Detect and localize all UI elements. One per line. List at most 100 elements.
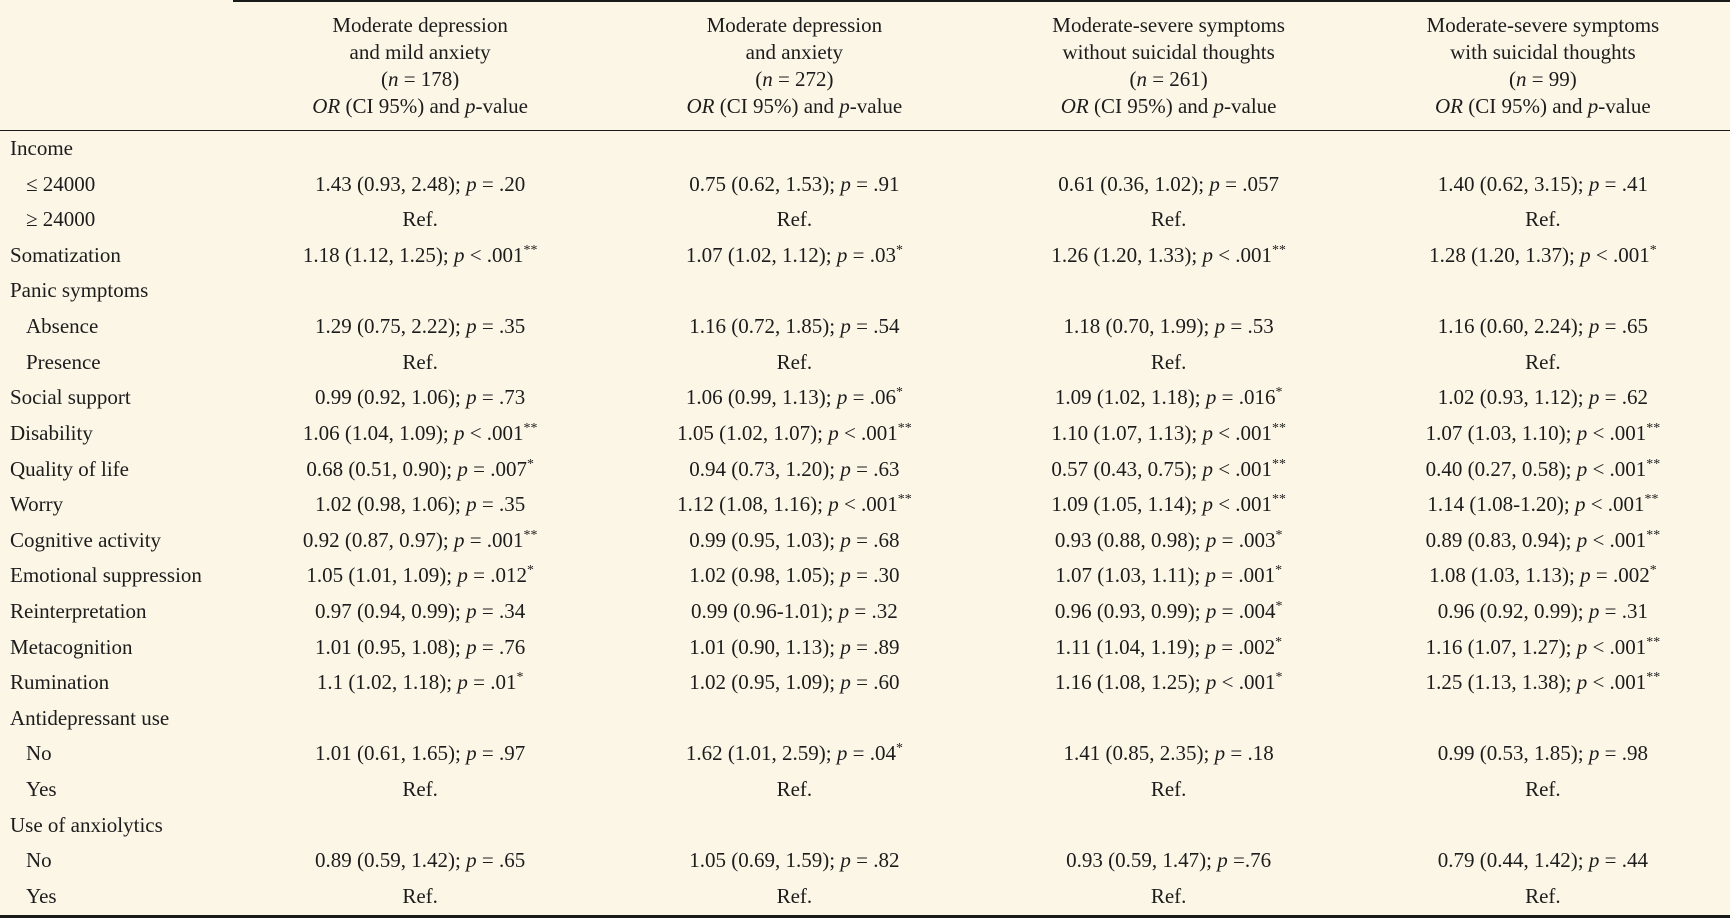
or-ci-p-cell: 1.16 (1.07, 1.27); p < .001** <box>1425 633 1661 659</box>
table-row: Reinterpretation 0.97 (0.94, 0.99); p = .… <box>0 594 1730 630</box>
row-label: Social support <box>10 385 131 410</box>
section-row: Panic symptoms <box>0 273 1730 309</box>
row-label: Income <box>10 135 73 160</box>
or-ci-p-cell: 1.43 (0.93, 2.48); p = .20 <box>315 171 526 196</box>
or-ci-p-cell: 1.18 (0.70, 1.99); p = .53 <box>1063 314 1274 339</box>
header-row: Moderate depression and mild anxiety (n = … <box>0 0 1730 131</box>
or-ci-p-cell: 0.68 (0.51, 0.90); p = .007* <box>306 455 534 481</box>
table-row: Worry 1.02 (0.98, 1.06); p = .35 1.12 (1.0… <box>0 487 1730 523</box>
row-label: Somatization <box>10 242 121 267</box>
or-ci-p-cell <box>233 130 607 166</box>
row-label: ≤ 24000 <box>26 171 96 196</box>
or-ci-p-cell: 1.62 (1.01, 2.59); p = .04* <box>685 740 903 766</box>
or-ci-p-cell: 1.07 (1.02, 1.12); p = .03* <box>685 241 903 267</box>
or-ci-p-cell: 1.26 (1.20, 1.33); p < .001** <box>1051 241 1286 267</box>
row-label: Disability <box>10 420 93 445</box>
row-label: Antidepressant use <box>10 705 170 730</box>
table-row: Somatization 1.18 (1.12, 1.25); p < .001*… <box>0 238 1730 274</box>
or-ci-p-cell: 0.99 (0.92, 1.06); p = .73 <box>315 385 526 410</box>
or-ci-p-cell: Ref. <box>607 878 982 918</box>
column-header: Moderate depression and anxiety (n = 272) O… <box>607 0 982 131</box>
or-ci-p-cell: Ref. <box>1150 349 1187 374</box>
or-ci-p-cell: 1.40 (0.62, 3.15); p = .41 <box>1437 171 1648 196</box>
or-ci-p-cell: 0.75 (0.62, 1.53); p = .91 <box>689 171 900 196</box>
row-label: Use of anxiolytics <box>10 812 163 837</box>
or-ci-p-cell: 0.93 (0.59, 1.47); p =.76 <box>1066 848 1272 873</box>
or-ci-p-cell: 0.94 (0.73, 1.20); p = .63 <box>689 456 900 481</box>
table-row: Metacognition 1.01 (0.95, 1.08); p = .76 1… <box>0 629 1730 665</box>
or-ci-p-cell: 0.57 (0.43, 0.75); p < .001** <box>1051 455 1286 481</box>
or-ci-p-cell <box>1356 700 1730 736</box>
row-label: Rumination <box>10 670 110 695</box>
column-header: Moderate-severe symptoms with suicidal th… <box>1355 0 1730 131</box>
or-ci-p-cell <box>233 273 607 309</box>
or-ci-p-cell <box>607 700 981 736</box>
or-ci-p-cell: 1.01 (0.90, 1.13); p = .89 <box>689 634 900 659</box>
or-ci-p-cell: 0.99 (0.95, 1.03); p = .68 <box>689 527 900 552</box>
or-ci-p-cell: 0.89 (0.59, 1.42); p = .65 <box>315 848 526 873</box>
or-ci-p-cell: 1.18 (1.12, 1.25); p < .001** <box>302 241 538 267</box>
table-row: Presence Ref. Ref. Ref. Ref. <box>0 344 1730 380</box>
row-label: Quality of life <box>10 456 129 481</box>
row-label: No <box>26 741 52 766</box>
or-ci-p-cell: 1.11 (1.04, 1.19); p = .002* <box>1055 633 1283 659</box>
table-row: Yes Ref. Ref. Ref. Ref. <box>0 878 1730 918</box>
row-label: Presence <box>26 349 101 374</box>
or-ci-p-cell: 1.08 (1.03, 1.13); p = .002* <box>1429 562 1657 588</box>
or-ci-p-cell: 1.05 (1.01, 1.09); p = .012* <box>306 562 534 588</box>
or-ci-p-cell: 1.09 (1.02, 1.18); p = .016* <box>1054 384 1283 410</box>
or-ci-p-cell: 0.96 (0.92, 0.99); p = .31 <box>1437 598 1648 623</box>
or-ci-p-cell: 0.79 (0.44, 1.42); p = .44 <box>1437 848 1648 873</box>
row-label: ≥ 24000 <box>26 207 96 232</box>
or-ci-p-cell: 1.05 (0.69, 1.59); p = .82 <box>689 848 900 873</box>
or-ci-p-cell: Ref. <box>1525 207 1561 232</box>
or-ci-p-cell: Ref. <box>402 349 438 374</box>
or-ci-p-cell: 1.1 (1.02, 1.18); p = .01* <box>316 669 524 695</box>
or-ci-p-cell: 0.89 (0.83, 0.94); p < .001** <box>1425 526 1661 552</box>
table-row: Quality of life 0.68 (0.51, 0.90); p = .0… <box>0 451 1730 487</box>
or-ci-p-cell: Ref. <box>402 207 438 232</box>
or-ci-p-cell <box>607 130 981 166</box>
row-label: Absence <box>26 314 99 339</box>
or-ci-p-cell: 1.07 (1.03, 1.11); p = .001* <box>1055 562 1283 588</box>
row-label: Reinterpretation <box>10 598 147 623</box>
or-ci-p-cell: 1.06 (0.99, 1.13); p = .06* <box>685 384 903 410</box>
or-ci-p-cell: Ref. <box>1150 207 1187 232</box>
or-ci-p-cell: Ref. <box>981 878 1356 918</box>
stub-header <box>0 1 233 131</box>
or-ci-p-cell: Ref. <box>1355 878 1730 918</box>
or-ci-p-cell: 1.02 (0.98, 1.06); p = .35 <box>315 492 526 517</box>
row-label: Yes <box>26 776 57 801</box>
or-ci-p-cell: 1.41 (0.85, 2.35); p = .18 <box>1063 741 1274 766</box>
or-ci-p-cell: 0.96 (0.93, 0.99); p = .004* <box>1054 597 1283 623</box>
or-ci-p-cell: Ref. <box>776 776 813 801</box>
table-row: Rumination 1.1 (1.02, 1.18); p = .01* 1.02… <box>0 665 1730 701</box>
or-ci-p-cell: 0.99 (0.96-1.01); p = .32 <box>691 598 898 623</box>
row-label: Cognitive activity <box>10 527 162 552</box>
or-ci-p-cell <box>1356 130 1730 166</box>
or-ci-p-cell: 1.25 (1.13, 1.38); p < .001** <box>1425 669 1661 695</box>
or-ci-p-cell: 1.02 (0.93, 1.12); p = .62 <box>1437 385 1648 410</box>
or-ci-p-cell: 0.40 (0.27, 0.58); p < .001** <box>1425 455 1661 481</box>
or-ci-p-cell <box>233 807 607 843</box>
section-row: Income <box>0 130 1730 166</box>
or-ci-p-cell: 1.12 (1.08, 1.16); p < .001** <box>677 491 912 517</box>
or-ci-p-cell: 0.97 (0.94, 0.99); p = .34 <box>315 598 526 623</box>
or-ci-p-cell: 0.99 (0.53, 1.85); p = .98 <box>1437 741 1648 766</box>
table-row: Emotional suppression 1.05 (1.01, 1.09); … <box>0 558 1730 594</box>
or-ci-p-cell: 1.02 (0.95, 1.09); p = .60 <box>689 670 900 695</box>
or-ci-p-cell: 1.16 (0.72, 1.85); p = .54 <box>689 314 900 339</box>
or-ci-p-cell: 1.05 (1.02, 1.07); p < .001** <box>677 419 912 445</box>
column-header: Moderate depression and mild anxiety (n = … <box>233 0 608 131</box>
table-row: No 1.01 (0.61, 1.65); p = .97 1.62 (1.01, … <box>0 736 1730 772</box>
or-ci-p-cell: Ref. <box>1525 349 1561 374</box>
table-row: Disability 1.06 (1.04, 1.09); p < .001** 1… <box>0 416 1730 452</box>
table-row: Cognitive activity 0.92 (0.87, 0.97); p =… <box>0 522 1730 558</box>
or-ci-p-cell: 1.16 (0.60, 2.24); p = .65 <box>1437 314 1648 339</box>
table-header: Moderate depression and mild anxiety (n = … <box>0 0 1730 131</box>
or-ci-p-cell: Ref. <box>776 349 813 374</box>
row-label: Yes <box>0 878 233 918</box>
or-ci-p-cell <box>1356 273 1730 309</box>
or-ci-p-cell: Ref. <box>1150 776 1187 801</box>
